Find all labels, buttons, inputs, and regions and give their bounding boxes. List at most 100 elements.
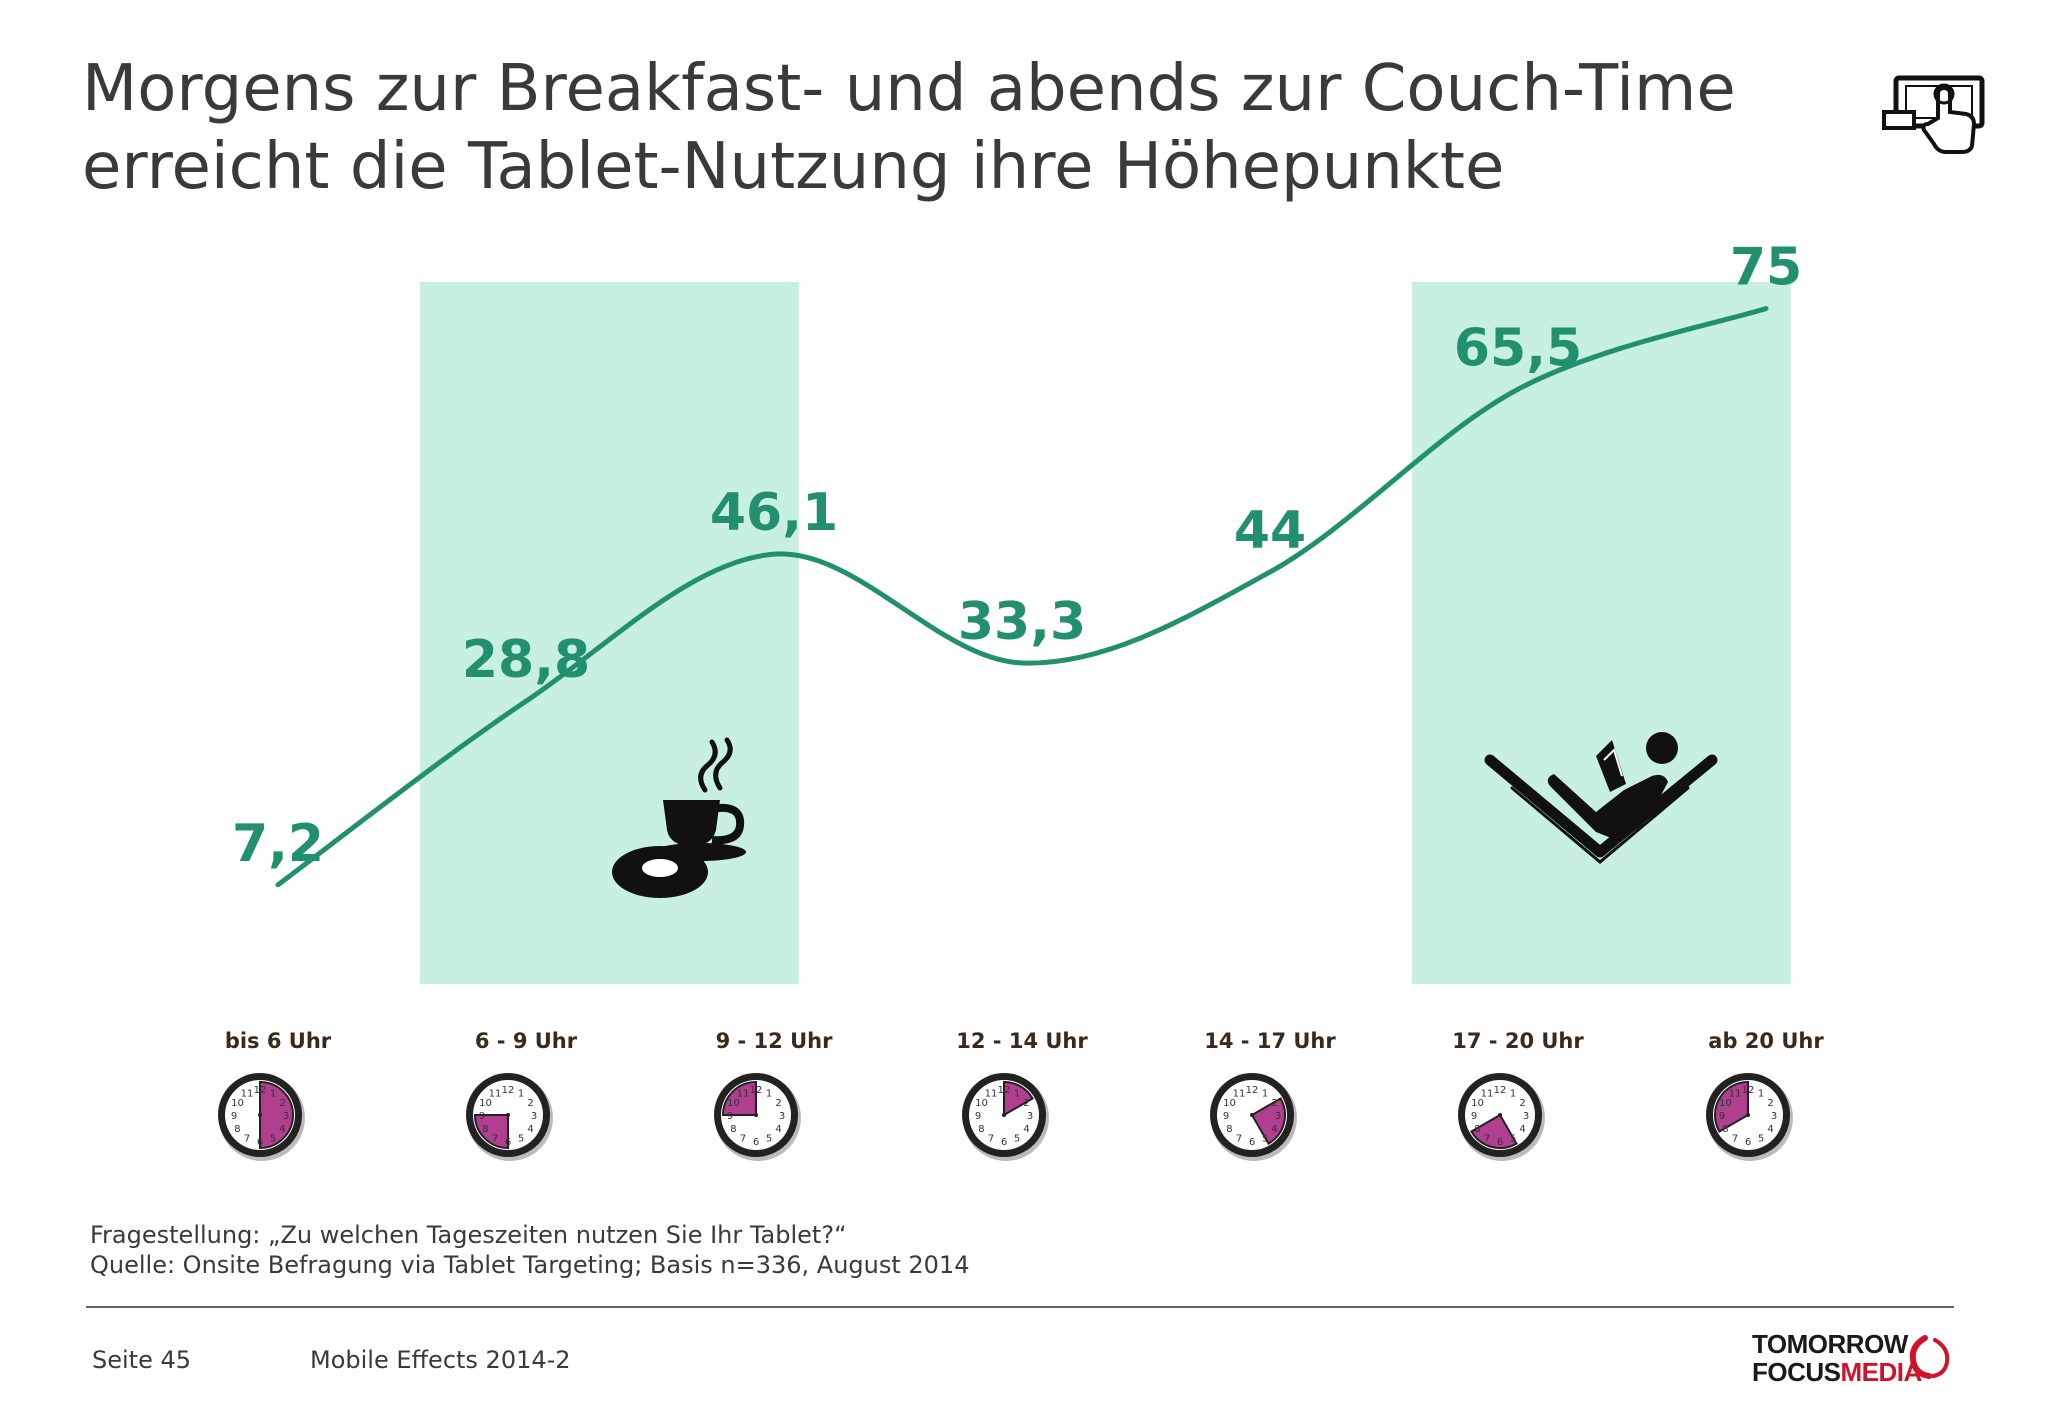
clock-number: 6 bbox=[1745, 1137, 1751, 1148]
clock-number: 7 bbox=[1236, 1134, 1242, 1145]
clock-number: 4 bbox=[1767, 1124, 1773, 1135]
clock-number: 11 bbox=[737, 1088, 750, 1099]
clock-number: 6 bbox=[505, 1137, 511, 1148]
brand-focus: FOCUS bbox=[1752, 1357, 1841, 1387]
report-name: Mobile Effects 2014-2 bbox=[310, 1346, 571, 1374]
clock-number: 1 bbox=[518, 1088, 524, 1099]
clock-number: 3 bbox=[1275, 1111, 1281, 1122]
clock-number: 10 bbox=[1719, 1098, 1732, 1109]
clock-number: 2 bbox=[775, 1098, 781, 1109]
footer-divider bbox=[86, 1306, 1954, 1308]
clock-number: 9 bbox=[479, 1111, 485, 1122]
clock-number: 5 bbox=[270, 1134, 276, 1145]
clock-number: 5 bbox=[1758, 1134, 1764, 1145]
clock-number: 12 bbox=[502, 1085, 515, 1096]
category-label: 12 - 14 Uhr bbox=[956, 1029, 1088, 1053]
clock-number: 1 bbox=[1758, 1088, 1764, 1099]
category-label: 9 - 12 Uhr bbox=[716, 1029, 833, 1053]
clock-number: 4 bbox=[1271, 1124, 1277, 1135]
clock-number: 3 bbox=[779, 1111, 785, 1122]
category-label: 17 - 20 Uhr bbox=[1452, 1029, 1584, 1053]
clock-number: 5 bbox=[1014, 1134, 1020, 1145]
clock-number: 7 bbox=[740, 1134, 746, 1145]
clock-number: 8 bbox=[234, 1124, 240, 1135]
value-label: 7,2 bbox=[232, 814, 324, 874]
value-label: 28,8 bbox=[462, 630, 590, 690]
clock-number: 2 bbox=[1271, 1098, 1277, 1109]
clock-number: 9 bbox=[727, 1111, 733, 1122]
clock-number: 11 bbox=[985, 1088, 998, 1099]
clock-number: 1 bbox=[1262, 1088, 1268, 1099]
clock-number: 7 bbox=[492, 1134, 498, 1145]
clock-number: 12 bbox=[1246, 1085, 1259, 1096]
clock-number: 9 bbox=[975, 1111, 981, 1122]
value-label: 44 bbox=[1234, 501, 1306, 561]
clock-number: 11 bbox=[1729, 1088, 1742, 1099]
clock-number: 9 bbox=[1471, 1111, 1477, 1122]
source-note: Fragestellung: „Zu welchen Tageszeiten n… bbox=[90, 1220, 969, 1280]
clock-number: 3 bbox=[1523, 1111, 1529, 1122]
clock-number: 3 bbox=[1027, 1111, 1033, 1122]
clock-wedge bbox=[259, 1080, 294, 1150]
clock-number: 4 bbox=[279, 1124, 285, 1135]
clock-wedge bbox=[1003, 1080, 1034, 1117]
clock-number: 2 bbox=[1023, 1098, 1029, 1109]
clock-number: 6 bbox=[257, 1137, 263, 1148]
clock-number: 11 bbox=[489, 1088, 502, 1099]
page-title-line2: erreicht die Tablet-Nutzung ihre Höhepun… bbox=[82, 130, 1505, 204]
clock-number: 2 bbox=[279, 1098, 285, 1109]
clock-number: 12 bbox=[1742, 1085, 1755, 1096]
category-label: bis 6 Uhr bbox=[225, 1029, 332, 1053]
clock-wedge bbox=[473, 1114, 509, 1150]
coffee-donut-icon bbox=[612, 737, 746, 898]
clock-number: 2 bbox=[1519, 1098, 1525, 1109]
clock-number: 7 bbox=[988, 1134, 994, 1145]
clock-wedge bbox=[1470, 1113, 1518, 1149]
clock-number: 4 bbox=[775, 1124, 781, 1135]
clock-number: 8 bbox=[1226, 1124, 1232, 1135]
category-label: 14 - 17 Uhr bbox=[1204, 1029, 1336, 1053]
clock-number: 4 bbox=[1023, 1124, 1029, 1135]
clock-number: 8 bbox=[1474, 1124, 1480, 1135]
page-title: Morgens zur Breakfast- und abends zur Co… bbox=[82, 50, 1782, 206]
clock-number: 2 bbox=[1767, 1098, 1773, 1109]
clock-number: 5 bbox=[1262, 1134, 1268, 1145]
clock-number: 4 bbox=[527, 1124, 533, 1135]
clock-number: 11 bbox=[1481, 1088, 1494, 1099]
clock-number: 12 bbox=[254, 1085, 267, 1096]
clock-number: 5 bbox=[1510, 1134, 1516, 1145]
value-label: 46,1 bbox=[710, 483, 838, 543]
clock-wedge bbox=[721, 1080, 757, 1116]
clock-number: 7 bbox=[244, 1134, 250, 1145]
clock-number: 3 bbox=[1771, 1111, 1777, 1122]
clock-number: 10 bbox=[1471, 1098, 1484, 1109]
clock-number: 10 bbox=[1223, 1098, 1236, 1109]
page-number: Seite 45 bbox=[92, 1346, 192, 1374]
clock-number: 10 bbox=[975, 1098, 988, 1109]
clock-number: 5 bbox=[766, 1134, 772, 1145]
value-label: 75 bbox=[1730, 238, 1802, 298]
clock-number: 10 bbox=[479, 1098, 492, 1109]
brand-line-2: FOCUSMEDIA bbox=[1752, 1358, 1922, 1386]
highlight-band-1 bbox=[420, 282, 799, 984]
clock-number: 1 bbox=[270, 1088, 276, 1099]
clock-number: 8 bbox=[1722, 1124, 1728, 1135]
highlight-band-2 bbox=[1412, 282, 1791, 984]
reclining-reader-icon bbox=[1484, 732, 1718, 864]
clock-number: 12 bbox=[750, 1085, 763, 1096]
highlight-bands bbox=[420, 282, 1791, 984]
value-label: 65,5 bbox=[1454, 318, 1582, 378]
page-title-line1: Morgens zur Breakfast- und abends zur Co… bbox=[82, 52, 1736, 126]
category-label: 6 - 9 Uhr bbox=[475, 1029, 578, 1053]
clock-number: 3 bbox=[283, 1111, 289, 1122]
value-label: 33,3 bbox=[958, 592, 1086, 652]
value-labels: 7,2 28,8 46,1 33,3 44 65,5 75 bbox=[232, 238, 1802, 874]
clock-number: 3 bbox=[531, 1111, 537, 1122]
clock-number: 5 bbox=[518, 1134, 524, 1145]
